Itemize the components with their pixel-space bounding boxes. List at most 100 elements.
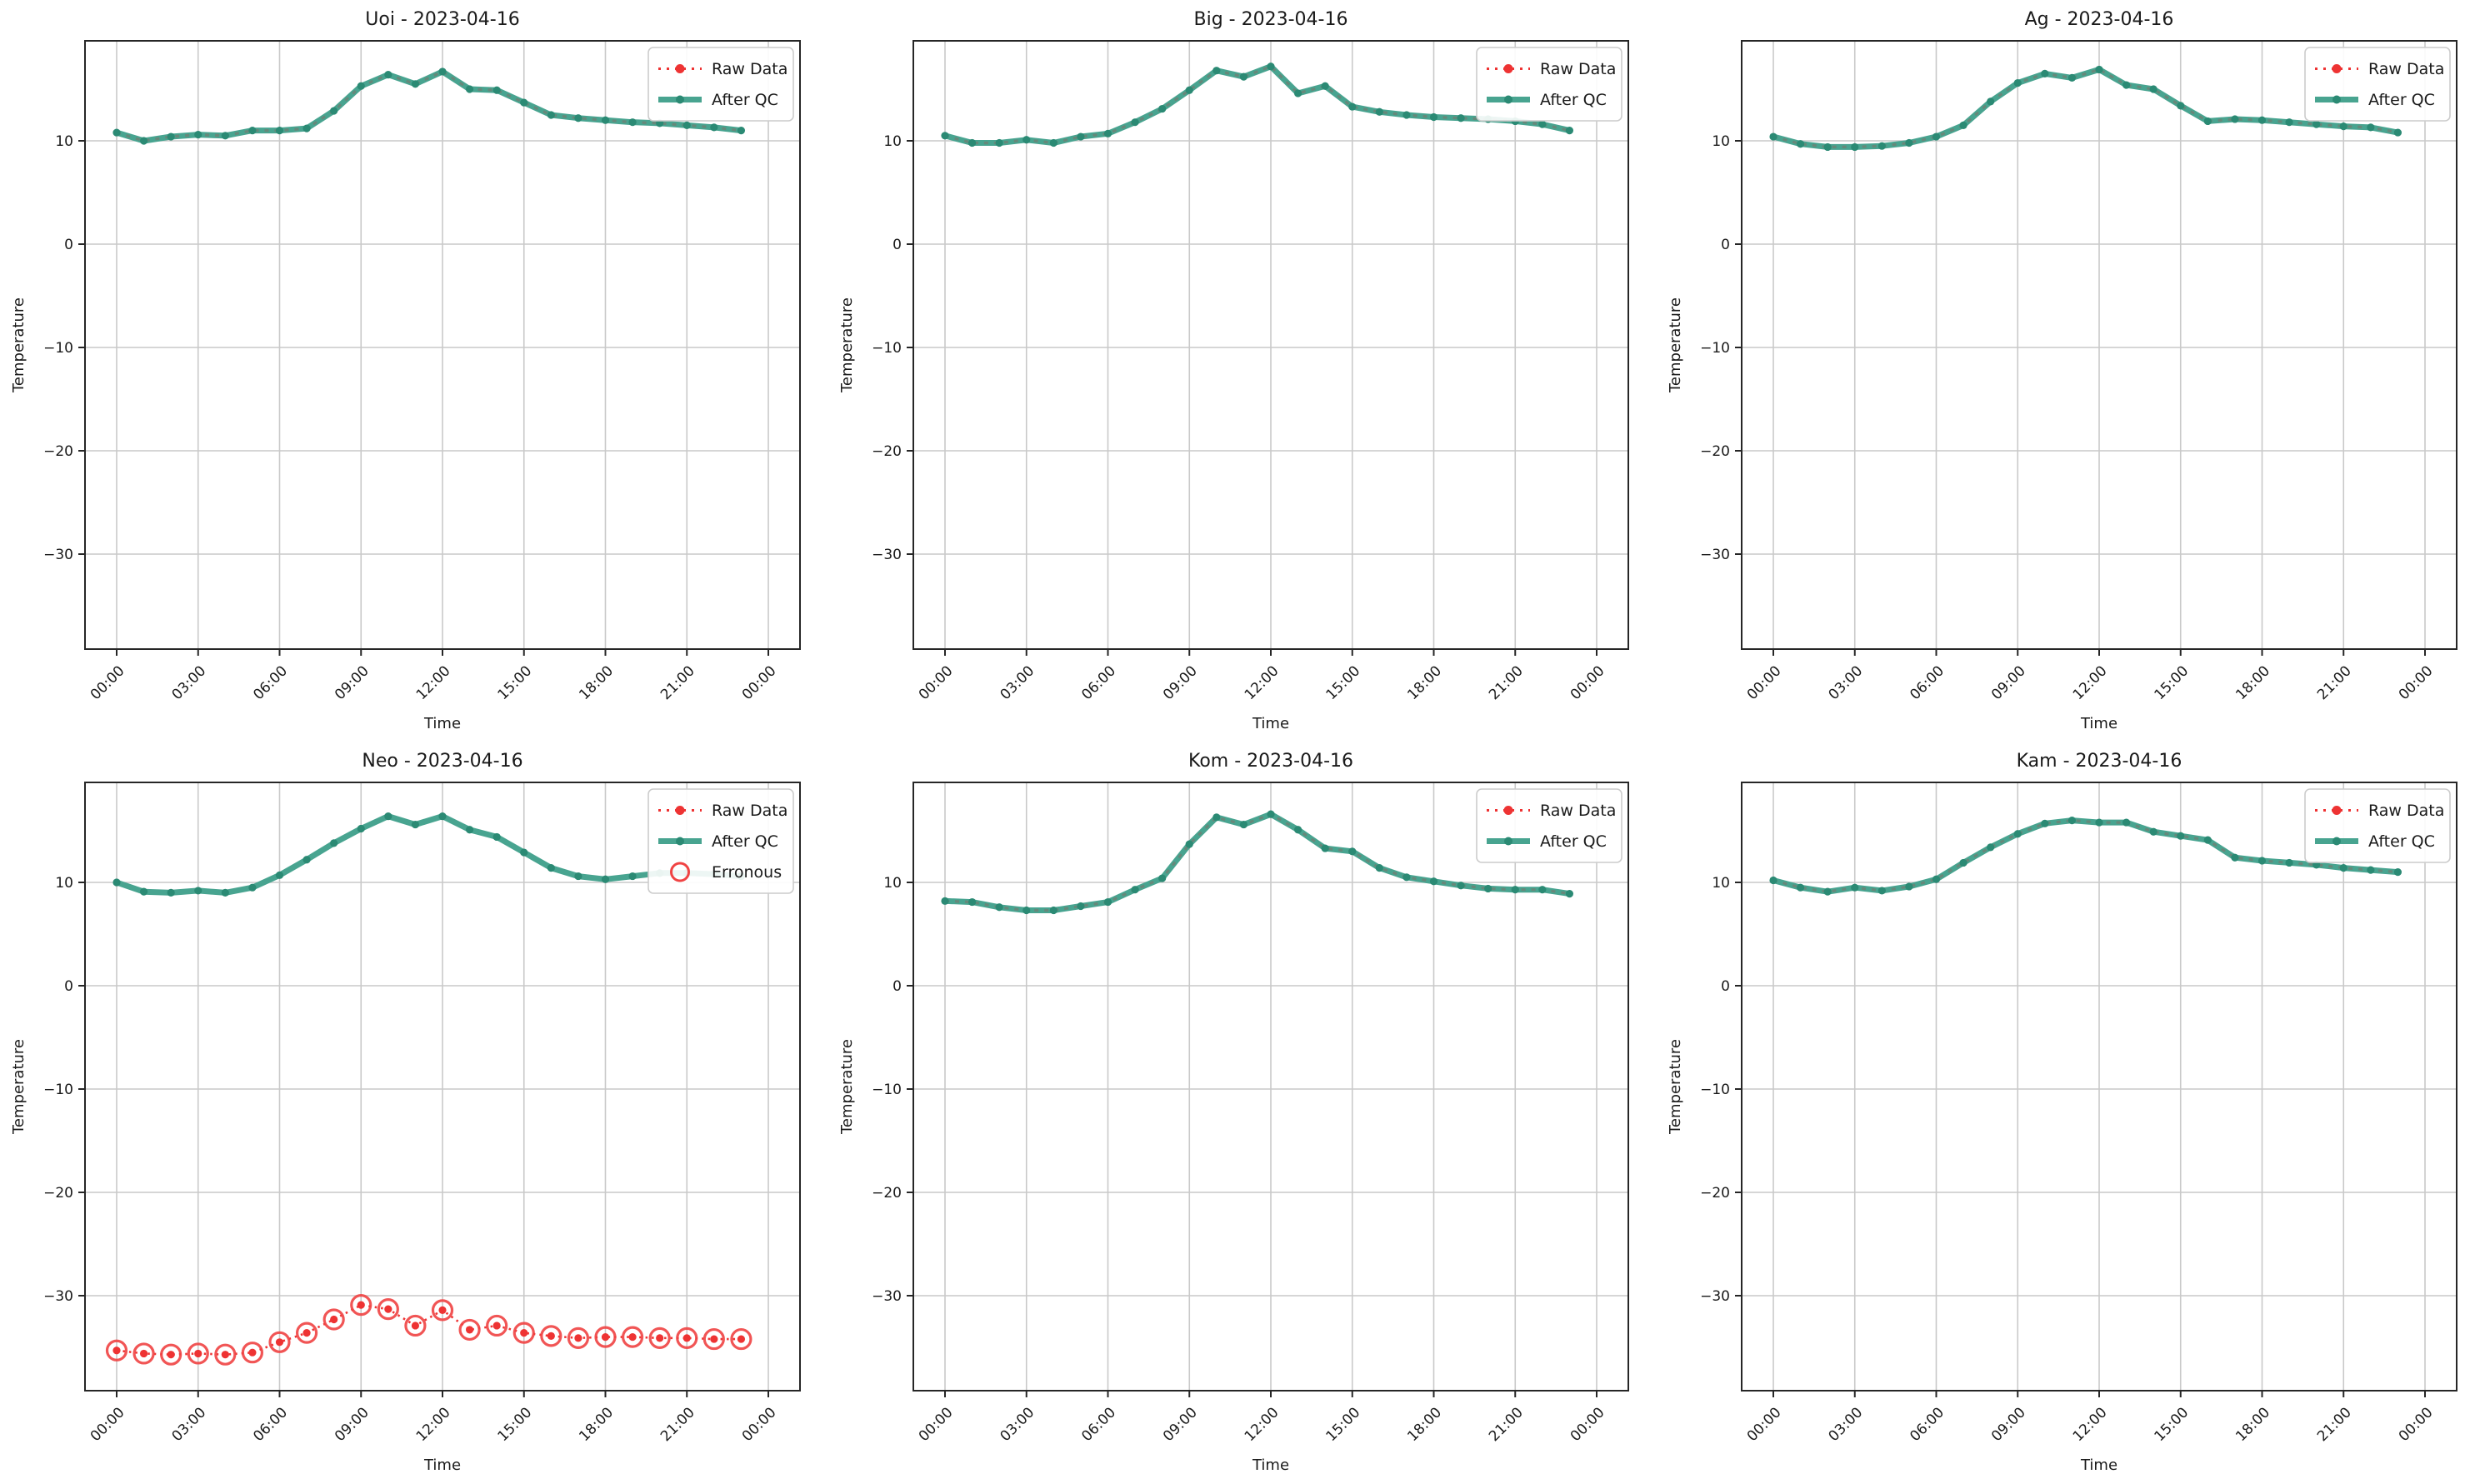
legend-box — [2304, 47, 2451, 122]
qc-dot — [737, 127, 746, 135]
x-tick-label: 06:00 — [250, 662, 291, 703]
legend: Raw Data After QC — [2304, 47, 2451, 122]
legend-label: After QC — [1540, 91, 1607, 109]
qc-dot — [547, 864, 555, 872]
qc-dot — [438, 67, 447, 76]
erronous-ring — [350, 1294, 372, 1317]
qc-dot — [1321, 82, 1329, 90]
raw-dot — [221, 1351, 229, 1359]
qc-dot — [2285, 858, 2293, 867]
raw-dot — [465, 1326, 474, 1334]
y-axis-label: Temperature — [838, 1039, 856, 1135]
qc-dot — [112, 128, 121, 137]
x-tick-label: 15:00 — [494, 1404, 535, 1445]
qc-dot — [2203, 836, 2212, 844]
erronous-ring — [567, 1327, 590, 1349]
y-tick-label: −20 — [1700, 1185, 1730, 1202]
x-tick-label: 06:00 — [250, 1404, 291, 1445]
y-tick-label: −10 — [43, 340, 73, 357]
y-tick-label: −10 — [872, 1082, 902, 1098]
erronous-ring — [132, 1342, 155, 1365]
raw-dot — [139, 1349, 148, 1358]
legend-label: Raw Data — [712, 60, 788, 78]
raw-dot — [710, 1335, 718, 1343]
qc-dot — [1185, 840, 1193, 848]
erronous-ring — [187, 1342, 209, 1365]
erronous-ring — [214, 1343, 237, 1366]
x-tick-label: 09:00 — [332, 1404, 372, 1445]
qc-dot — [1321, 844, 1329, 852]
legend: Raw Data After QC — [648, 47, 794, 122]
raw-line — [1772, 67, 2398, 148]
qc-dot — [465, 826, 474, 834]
qc-dot — [2095, 65, 2103, 74]
qc-dot — [1348, 102, 1357, 111]
raw-line — [944, 812, 1570, 912]
x-tick-label: 12:00 — [2070, 1404, 2111, 1445]
qc-dot — [1077, 902, 1085, 911]
x-tick-label: 21:00 — [1486, 662, 1527, 703]
qc-dot — [330, 107, 338, 115]
x-tick-label: 00:00 — [916, 1404, 957, 1445]
legend: Raw Data After QC Erronous — [648, 788, 794, 894]
qc-dot — [710, 123, 718, 132]
legend-box — [2304, 788, 2451, 863]
qc-dot — [194, 887, 202, 895]
qc-dot — [2068, 817, 2077, 825]
legend-raw-dot — [675, 64, 685, 73]
qc-dot — [574, 114, 582, 122]
raw-markers — [112, 1301, 746, 1359]
legend: Raw Data After QC — [2304, 788, 2451, 863]
x-tick-label: 06:00 — [1078, 662, 1119, 703]
qc-dot — [1959, 121, 1968, 129]
qc-markers — [941, 810, 1574, 915]
legend: Raw Data After QC — [1476, 788, 1622, 863]
y-tick-label: 10 — [883, 133, 902, 150]
y-tick-label: −20 — [43, 1185, 73, 1202]
qc-dot — [1212, 813, 1221, 822]
y-tick-label: 0 — [892, 237, 902, 253]
raw-dot — [628, 1333, 637, 1342]
legend-box — [1476, 47, 1622, 122]
qc-line — [115, 813, 742, 896]
legend-label: After QC — [712, 91, 778, 109]
qc-dot — [1823, 142, 1832, 152]
qc-dot — [2258, 116, 2267, 124]
y-axis-label: Temperature — [1667, 1039, 1684, 1135]
legend-qc-dot — [676, 95, 684, 104]
erronous-ring — [648, 1327, 671, 1349]
legend-label: After QC — [712, 832, 778, 851]
legend: Raw Data After QC — [1476, 47, 1622, 122]
qc-dot — [330, 839, 338, 847]
chart-title: Big - 2023-04-16 — [1194, 9, 1348, 30]
y-tick-label: 10 — [55, 133, 73, 150]
x-tick-label: 03:00 — [997, 662, 1038, 703]
y-tick-label: −10 — [1700, 1082, 1730, 1098]
x-tick-label: 15:00 — [2151, 662, 2192, 703]
qc-dot — [1932, 875, 1941, 883]
qc-dot — [520, 848, 528, 857]
qc-dot — [1293, 89, 1302, 97]
legend-label: Raw Data — [1540, 802, 1616, 820]
erronous-ring — [377, 1298, 399, 1321]
legend-qc-dot — [2332, 95, 2341, 104]
qc-dot — [1049, 906, 1058, 915]
x-tick-label: 00:00 — [1744, 662, 1785, 703]
qc-dot — [2231, 115, 2239, 123]
raw-dot — [112, 1347, 121, 1355]
subplot-2: 10 0 −10 −20 −30 00:00 03:00 06:00 09:00 12:00 15:… — [1667, 9, 2458, 732]
qc-dot — [2231, 853, 2239, 862]
x-tick-label: 18:00 — [576, 662, 617, 703]
qc-dot — [1959, 858, 1968, 867]
raw-dot — [601, 1333, 610, 1342]
x-tick-label: 09:00 — [1988, 1404, 2029, 1445]
x-tick-label: 21:00 — [2314, 662, 2355, 703]
raw-dot — [302, 1329, 311, 1337]
qc-dot — [2177, 832, 2185, 840]
qc-dot — [1402, 873, 1411, 882]
x-tick-label: 03:00 — [168, 1404, 209, 1445]
qc-dot — [1769, 132, 1778, 141]
x-tick-label: 15:00 — [1322, 662, 1363, 703]
qc-dot — [2312, 120, 2321, 128]
